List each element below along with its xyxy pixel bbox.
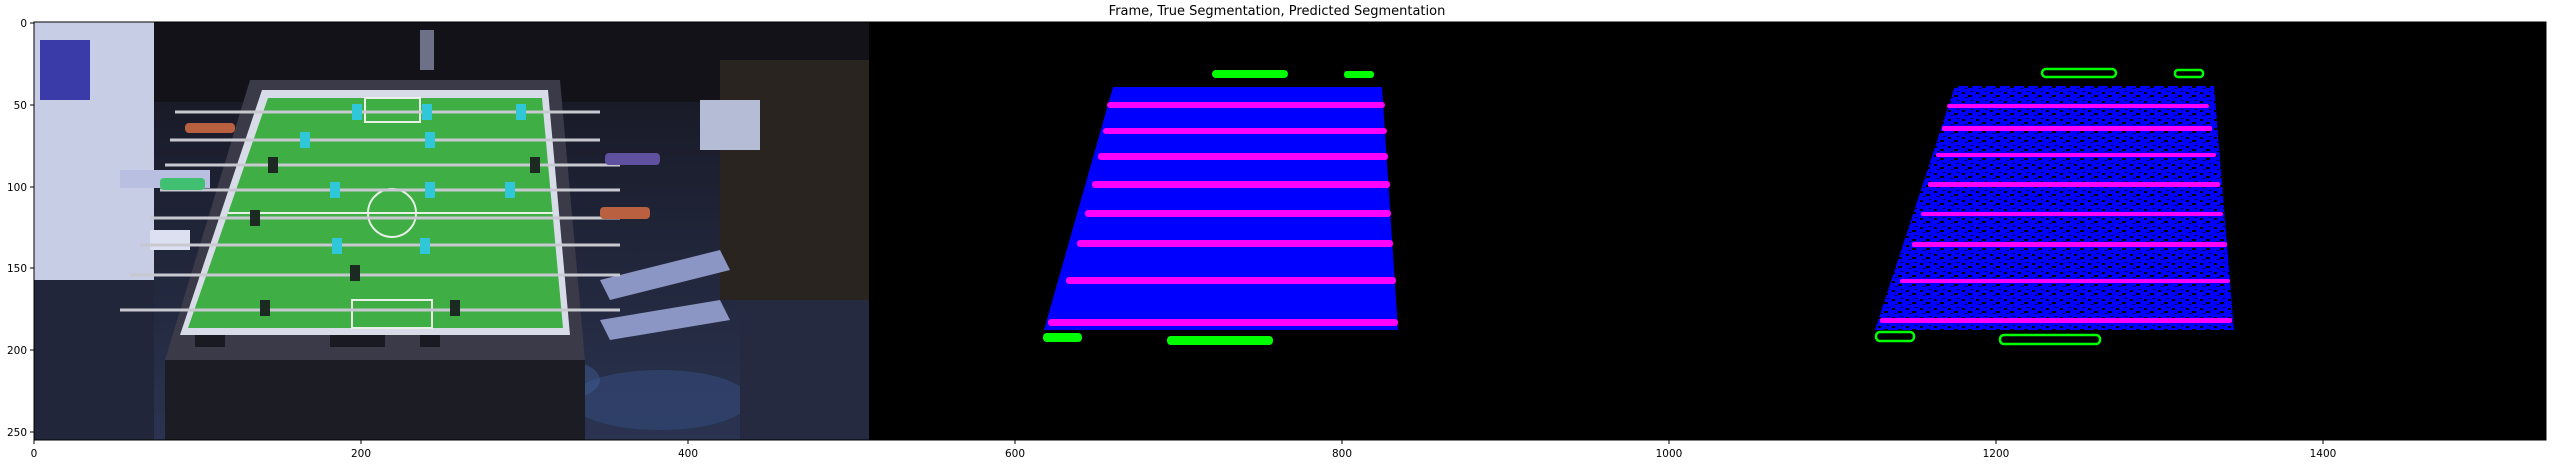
y-tick-labels: 0 50 100 150 200 250 [7, 18, 27, 439]
axes-frame [33, 21, 2547, 441]
x-tick-label: 600 [1005, 448, 1025, 460]
x-tick-label: 1200 [1983, 448, 2010, 460]
figure-title: Frame, True Segmentation, Predicted Segm… [1108, 4, 1446, 19]
frame-panel [34, 22, 869, 440]
y-tick-label: 250 [7, 427, 27, 439]
x-tick-label: 0 [31, 448, 38, 460]
predicted-segmentation-panel [1874, 67, 2234, 346]
x-tick-label: 800 [1332, 448, 1352, 460]
x-tick-labels: 0 200 400 600 800 1000 1200 1400 [31, 448, 2337, 460]
y-tick-label: 150 [7, 263, 27, 275]
y-tick-label: 200 [7, 345, 27, 357]
x-tick-label: 1400 [2310, 448, 2337, 460]
y-tick-label: 0 [20, 18, 27, 30]
true-segmentation-panel [1043, 70, 1398, 345]
x-tick-label: 1000 [1656, 448, 1683, 460]
x-axis [33, 440, 2324, 444]
x-tick-label: 200 [351, 448, 371, 460]
x-tick-label: 400 [678, 448, 698, 460]
y-axis [30, 22, 34, 433]
y-tick-label: 100 [7, 182, 27, 194]
y-tick-label: 50 [14, 100, 27, 112]
